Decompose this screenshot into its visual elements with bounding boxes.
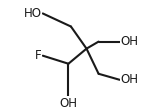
Text: HO: HO bbox=[24, 7, 42, 20]
Text: F: F bbox=[35, 49, 42, 62]
Text: OH: OH bbox=[59, 97, 77, 110]
Text: OH: OH bbox=[121, 35, 139, 48]
Text: OH: OH bbox=[121, 73, 139, 86]
